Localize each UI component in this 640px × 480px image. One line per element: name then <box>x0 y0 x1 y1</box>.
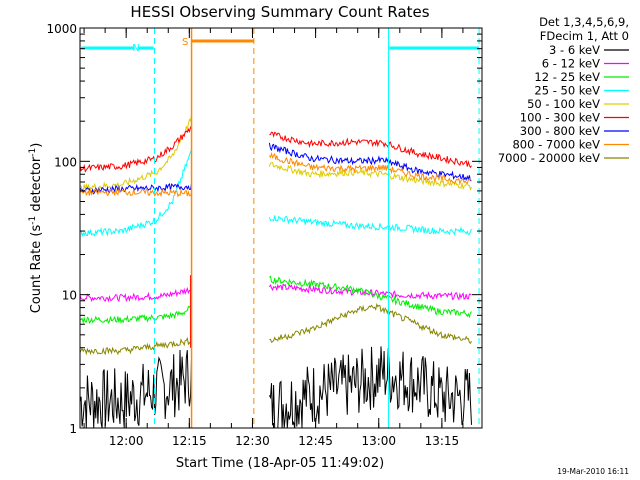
legend-entry-label: 12 - 25 keV <box>534 70 600 84</box>
y-tick-label: 10 <box>62 289 77 303</box>
y-axis-label-sup2: -1 <box>28 148 38 157</box>
series-line-3-seg-0 <box>79 150 192 238</box>
legend: Det 1,3,4,5,6,9, FDecim 1, Att 0 3 - 6 k… <box>498 15 629 165</box>
y-axis: 1 10 100 1000 <box>46 22 482 436</box>
legend-entry-label: 100 - 300 keV <box>520 111 600 125</box>
legend-entry-label: 50 - 100 keV <box>527 97 600 111</box>
legend-entry-label: 300 - 800 keV <box>520 124 600 138</box>
x-axis-label: Start Time (18-Apr-05 11:49:02) <box>176 456 384 471</box>
footer-timestamp: 19-Mar-2010 16:11 <box>557 467 629 476</box>
y-axis-label-mid: detector <box>29 156 44 216</box>
series-line-5-seg-1 <box>269 131 472 169</box>
legend-header-1: Det 1,3,4,5,6,9, <box>539 15 629 29</box>
series-line-3-seg-1 <box>268 215 472 236</box>
legend-entry-label: 800 - 7000 keV <box>512 138 600 152</box>
series-line-0-seg-0 <box>79 349 192 429</box>
series-line-8-seg-1 <box>269 302 472 344</box>
overlay-layer: NS <box>81 28 480 428</box>
legend-entry-label: 7000 - 20000 keV <box>498 151 600 165</box>
x-tick-label: 12:15 <box>172 434 207 448</box>
x-axis: 12:00 12:15 12:30 12:45 13:00 13:15 <box>83 28 464 448</box>
series-line-7-seg-1 <box>268 151 472 186</box>
series-line-1-seg-0 <box>79 286 192 303</box>
series-line-7-seg-0 <box>79 187 192 198</box>
legend-entry-label: 6 - 12 keV <box>542 57 600 71</box>
y-tick-label: 1 <box>69 422 77 436</box>
x-tick-label: 13:15 <box>425 434 460 448</box>
series-line-1-seg-1 <box>268 283 472 301</box>
series-line-5-seg-0 <box>79 126 192 173</box>
plot-frame <box>79 27 483 429</box>
x-tick-label: 12:00 <box>109 434 144 448</box>
x-tick-label: 12:30 <box>235 434 270 448</box>
x-tick-label: 12:45 <box>298 434 333 448</box>
y-axis-label-sup1: -1 <box>28 216 38 225</box>
night-marker-label: N <box>132 43 139 54</box>
chart-title: HESSI Observing Summary Count Rates <box>130 3 429 21</box>
y-tick-label: 1000 <box>46 22 77 36</box>
series-line-2-seg-0 <box>79 303 192 325</box>
series-layer <box>79 115 472 429</box>
legend-header-2: FDecim 1, Att 0 <box>540 29 629 43</box>
y-axis-label-end: ) <box>29 143 44 148</box>
y-axis-label-main: Count Rate (s <box>29 225 44 314</box>
x-tick-label: 13:00 <box>361 434 396 448</box>
legend-entry-label: 25 - 50 keV <box>534 84 600 98</box>
series-line-4-seg-1 <box>268 161 472 191</box>
y-tick-label: 100 <box>54 155 77 169</box>
series-line-0-seg-1 <box>268 346 472 429</box>
series-line-4-seg-0 <box>79 115 192 193</box>
series-line-2-seg-1 <box>269 275 472 319</box>
y-axis-label: Count Rate (s-1 detector-1) <box>28 143 44 314</box>
saa-marker-label: S <box>182 37 188 48</box>
series-line-8-seg-0 <box>79 336 192 356</box>
legend-entry-label: 3 - 6 keV <box>549 43 600 57</box>
